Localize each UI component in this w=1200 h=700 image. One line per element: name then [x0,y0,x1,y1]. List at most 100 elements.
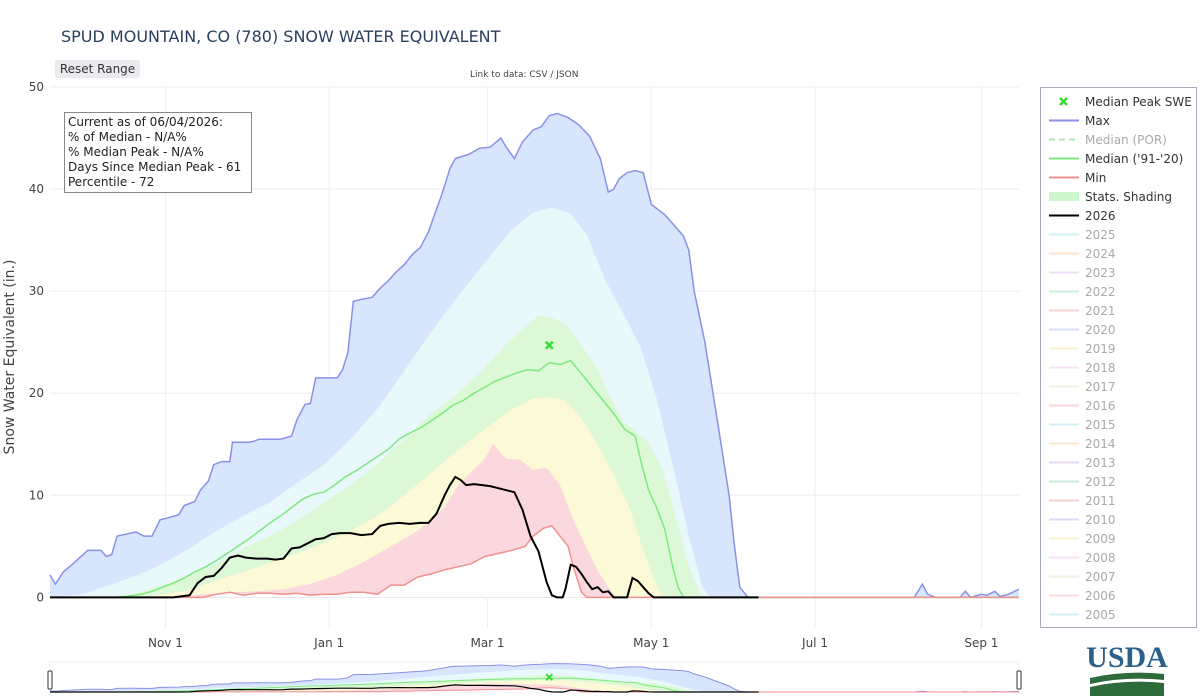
max-line [49,112,1020,599]
legend-label: 2007 [1085,569,1116,584]
legend-item[interactable]: 2017 [1041,377,1196,396]
y-tick-label: 20 [29,386,44,400]
x-tick-label: Jan 1 [313,636,344,650]
min-line [50,525,1019,599]
series-lines [49,112,1020,599]
y-tick-label: 50 [29,80,44,94]
legend-symbol-icon [1049,442,1079,445]
status-line: % of Median - N/A% [68,130,187,144]
legend-label: 2016 [1085,398,1116,413]
legend-symbol-icon [1049,480,1079,483]
range-min-line [50,687,1019,693]
legend-symbol-icon [1049,192,1079,201]
legend-symbol-icon [1049,537,1079,540]
chart-title: SPUD MOUNTAIN, CO (780) SNOW WATER EQUIV… [61,27,501,46]
legend-symbol-icon [1049,271,1079,274]
y-tick-label: 10 [29,488,44,502]
legend-item[interactable]: 2011 [1041,491,1196,510]
range-peak-marker [545,673,553,681]
legend-item[interactable]: 2016 [1041,396,1196,415]
legend-item[interactable]: 2006 [1041,586,1196,605]
usda-logo-text: USDA [1086,641,1168,674]
legend-item[interactable]: 2021 [1041,301,1196,320]
legend-label: 2022 [1085,284,1116,299]
legend-item[interactable]: 2018 [1041,358,1196,377]
legend-item[interactable]: 2009 [1041,529,1196,548]
legend-item[interactable]: 2024 [1041,244,1196,263]
legend-item[interactable]: Max [1041,111,1196,130]
csv-link[interactable]: CSV [529,70,548,80]
legend-symbol-icon [1049,518,1079,521]
legend-item[interactable]: Stats. Shading [1041,187,1196,206]
legend-item[interactable]: 2012 [1041,472,1196,491]
band-min-area [50,525,1019,598]
legend-label: 2023 [1085,265,1116,280]
legend-item[interactable]: 2020 [1041,320,1196,339]
legend-symbol-icon [1049,404,1079,407]
legend-symbol-icon [1049,157,1079,160]
legend-symbol-icon [1049,613,1079,616]
current-year-line [50,475,759,599]
x-tick-label: Sep 1 [964,636,998,650]
legend-item[interactable]: Min [1041,168,1196,187]
legend-label: Min [1085,170,1107,185]
median-line [50,359,1019,599]
range-handle-left[interactable] [47,670,53,690]
y-axis-label: Snow Water Equivalent (in.) [2,260,18,455]
status-line: Days Since Median Peak - 61 [68,160,242,174]
legend-symbol-icon [1049,138,1079,141]
legend-item[interactable]: 2014 [1041,434,1196,453]
range-current-line [50,684,759,693]
legend-label: Max [1085,113,1110,128]
range-band [50,687,1019,692]
swe-chart[interactable]: 0 10 20 30 40 50 Nov 1 Jan 1 Mar 1 May 1 Jul 1 Sep … [0,0,1040,700]
x-tick-label: May 1 [633,636,669,650]
status-line: Percentile - 72 [68,175,155,189]
legend-item[interactable]: 2022 [1041,282,1196,301]
legend-label: Median ('91-'20) [1085,151,1184,166]
range-slider[interactable] [47,661,1022,693]
legend-item[interactable]: Median Peak SWE [1041,92,1196,111]
usda-logo-field-stripe [1090,678,1164,687]
legend-item[interactable]: 2015 [1041,415,1196,434]
legend-label: 2006 [1085,588,1116,603]
y-tick-label: 30 [29,284,44,298]
legend-symbol-icon [1049,556,1079,559]
legend-item[interactable]: 2026 [1041,206,1196,225]
range-handle-right[interactable] [1016,670,1022,690]
legend-item[interactable]: 2005 [1041,605,1196,624]
json-link[interactable]: JSON [556,70,579,80]
legend-item[interactable]: 2007 [1041,567,1196,586]
legend-label: 2021 [1085,303,1116,318]
legend-symbol-icon [1049,347,1079,350]
legend-item[interactable]: 2019 [1041,339,1196,358]
reset-range-button[interactable]: Reset Range [55,60,140,78]
legend-label: 2008 [1085,550,1116,565]
legend-item[interactable]: 2023 [1041,263,1196,282]
legend-symbol-icon [1049,176,1079,179]
legend-symbol-icon [1049,499,1079,502]
legend-item[interactable]: 2008 [1041,548,1196,567]
legend-label: 2005 [1085,607,1116,622]
legend-item[interactable]: Median ('91-'20) [1041,149,1196,168]
legend-symbol-icon [1049,575,1079,578]
legend-label: 2019 [1085,341,1116,356]
legend-symbol-icon [1049,214,1079,217]
legend-label: 2024 [1085,246,1116,261]
legend-item[interactable]: 2010 [1041,510,1196,529]
stats-shading [50,113,1019,598]
legend-item[interactable]: 2025 [1041,225,1196,244]
legend-label: Stats. Shading [1085,189,1173,204]
legend-symbol-icon [1049,366,1079,369]
data-links-prefix: Link to data: [470,70,530,80]
range-max-line [49,663,1020,693]
legend-item[interactable]: 2013 [1041,453,1196,472]
legend-label: 2013 [1085,455,1116,470]
status-line: Current as of 06/04/2026: [68,115,223,129]
legend-label: 2009 [1085,531,1116,546]
band-30-area [50,444,617,598]
usda-logo-field [1090,672,1164,696]
legend-item[interactable]: Median (POR) [1041,130,1196,149]
legend-label: 2015 [1085,417,1116,432]
legend-label: 2020 [1085,322,1116,337]
